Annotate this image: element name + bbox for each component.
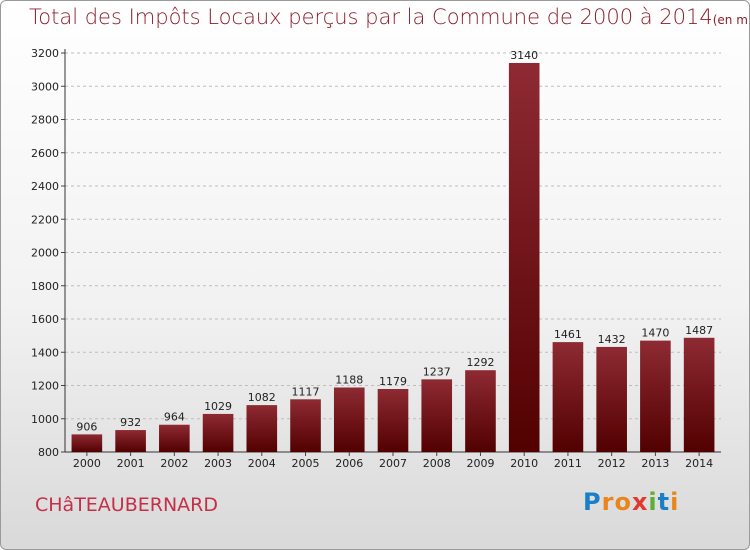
bar-2005 bbox=[290, 399, 321, 452]
bar-2010 bbox=[508, 62, 540, 452]
proxiti-logo: Proxiti bbox=[583, 488, 679, 516]
bar-2007 bbox=[377, 388, 409, 452]
data-label-2001: 932 bbox=[120, 416, 141, 429]
bar-2011 bbox=[552, 342, 584, 452]
x-tick-label: 2014 bbox=[685, 457, 713, 470]
bar-2002 bbox=[159, 424, 190, 452]
x-tick-label: 2003 bbox=[204, 457, 232, 470]
x-tick-label: 2011 bbox=[554, 457, 582, 470]
x-tick-label: 2002 bbox=[160, 457, 188, 470]
x-tick-label: 2008 bbox=[423, 457, 451, 470]
commune-name: CHâTEAUBERNARD bbox=[35, 494, 218, 516]
data-label-2012: 1432 bbox=[598, 333, 626, 346]
y-tick-label: 2400 bbox=[31, 180, 59, 193]
x-tick-label: 2001 bbox=[117, 457, 145, 470]
data-label-2003: 1029 bbox=[204, 400, 232, 413]
y-tick-label: 1000 bbox=[31, 413, 59, 426]
y-tick-label: 3000 bbox=[31, 80, 59, 93]
x-tick-label: 2006 bbox=[335, 457, 363, 470]
y-tick-label: 1600 bbox=[31, 313, 59, 326]
bar-2000 bbox=[71, 434, 103, 452]
data-label-2006: 1188 bbox=[335, 373, 363, 386]
data-label-2013: 1470 bbox=[641, 327, 669, 340]
chart-title: Total des Impôts Locaux perçus par la Co… bbox=[29, 5, 750, 29]
data-label-2014: 1487 bbox=[685, 324, 713, 337]
x-tick-label: 2000 bbox=[73, 457, 101, 470]
y-tick-label: 1800 bbox=[31, 280, 59, 293]
y-tick-label: 800 bbox=[38, 446, 59, 459]
data-label-2010: 3140 bbox=[510, 49, 538, 62]
x-tick-label: 2013 bbox=[641, 457, 669, 470]
bar-2012 bbox=[596, 346, 627, 452]
data-label-2002: 964 bbox=[164, 411, 185, 424]
x-tick-label: 2004 bbox=[248, 457, 276, 470]
y-tick-label: 2000 bbox=[31, 247, 59, 260]
y-tick-label: 2200 bbox=[31, 213, 59, 226]
logo-letter: r bbox=[601, 488, 615, 516]
data-label-2007: 1179 bbox=[379, 375, 407, 388]
bar-2013 bbox=[640, 340, 671, 452]
x-tick-label: 2009 bbox=[466, 457, 494, 470]
bar-2008 bbox=[421, 379, 453, 452]
bar-2009 bbox=[465, 370, 496, 452]
logo-letter: x bbox=[631, 488, 649, 516]
data-label-2009: 1292 bbox=[466, 356, 494, 369]
data-label-2004: 1082 bbox=[248, 391, 276, 404]
bar-2014 bbox=[683, 337, 715, 452]
data-label-2005: 1117 bbox=[292, 385, 320, 398]
logo-letter: i bbox=[648, 488, 658, 516]
labels: 800 1000 1200 1400 1600 1800 2000 2200 2400 2600 2… bbox=[31, 47, 713, 470]
logo-letter: i bbox=[670, 488, 680, 516]
x-tick-label: 2012 bbox=[598, 457, 626, 470]
y-tick-label: 2800 bbox=[31, 114, 59, 127]
bar-2001 bbox=[115, 430, 146, 452]
logo-letter: P bbox=[583, 488, 602, 516]
bar-2006 bbox=[333, 387, 365, 452]
bars bbox=[71, 62, 715, 452]
y-tick-label: 1200 bbox=[31, 380, 59, 393]
data-label-2008: 1237 bbox=[423, 365, 451, 378]
x-tick-label: 2007 bbox=[379, 457, 407, 470]
data-label-2011: 1461 bbox=[554, 328, 582, 341]
logo-letter: o bbox=[614, 488, 632, 516]
logo-letter: t bbox=[657, 488, 671, 516]
x-tick-label: 2010 bbox=[510, 457, 538, 470]
bar-2004 bbox=[246, 405, 278, 452]
y-tick-label: 2600 bbox=[31, 147, 59, 160]
y-tick-label: 3200 bbox=[31, 47, 59, 60]
x-tick-label: 2005 bbox=[292, 457, 320, 470]
data-label-2000: 906 bbox=[76, 420, 97, 433]
bar-2003 bbox=[202, 413, 234, 452]
y-tick-label: 1400 bbox=[31, 346, 59, 359]
chart-title-text: Total des Impôts Locaux perçus par la Co… bbox=[29, 5, 713, 29]
chart-unit: (en milliers d'€) bbox=[712, 13, 750, 27]
